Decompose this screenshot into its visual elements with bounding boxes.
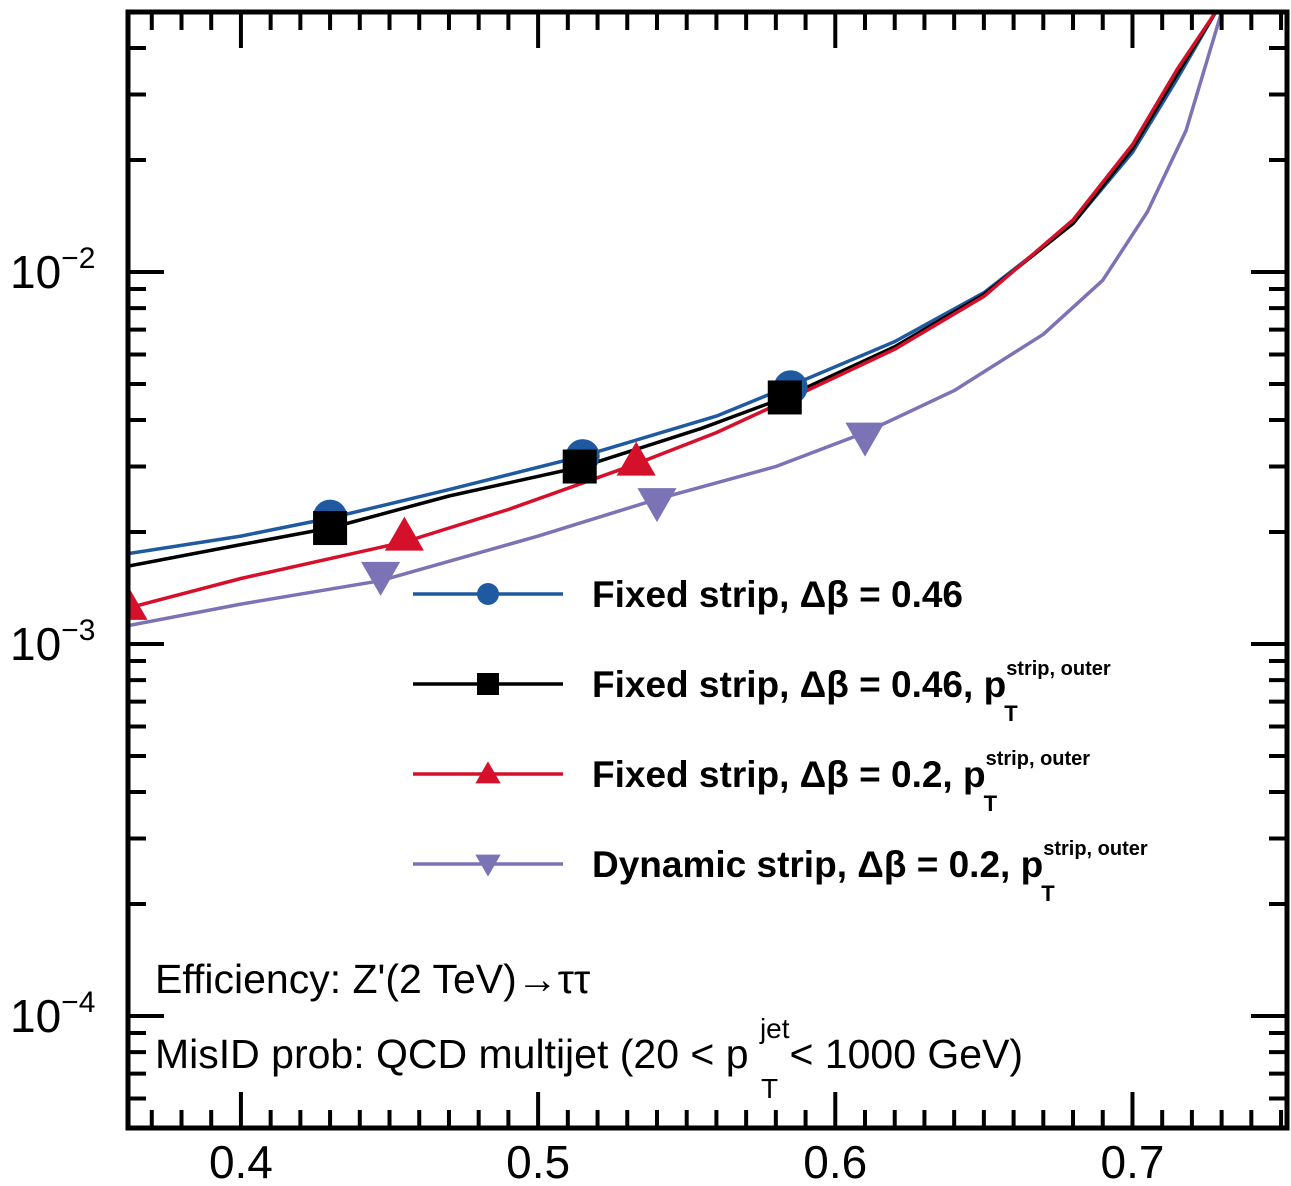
y-tick-label: 10−4 bbox=[10, 986, 95, 1042]
legend-label-main: Fixed strip, Δβ = 0.46, p bbox=[592, 664, 1006, 705]
legend-label-sub: T bbox=[984, 791, 998, 816]
legend-label-sub: T bbox=[1041, 881, 1055, 906]
series-line-1 bbox=[128, 12, 1218, 568]
y-tick-exponent: −4 bbox=[61, 986, 95, 1019]
series-line-2 bbox=[128, 12, 1218, 610]
marker-triangle-down bbox=[361, 561, 401, 596]
y-tick-label: 10−2 bbox=[10, 242, 95, 298]
y-tick-label: 10−3 bbox=[10, 614, 95, 670]
y-tick-exponent: −3 bbox=[61, 614, 95, 647]
marker-triangle-down bbox=[475, 854, 501, 877]
y-tick-exponent: −2 bbox=[61, 242, 95, 275]
marker-triangle-down bbox=[845, 422, 885, 457]
y-tick-mantissa: 10 bbox=[10, 618, 61, 670]
marker-circle bbox=[477, 583, 499, 605]
marker-triangle-up bbox=[616, 441, 656, 476]
legend-label-sup: strip, outer bbox=[1006, 658, 1111, 680]
y-tick-mantissa: 10 bbox=[10, 990, 61, 1042]
marker-square bbox=[562, 449, 597, 484]
legend-label-main: Fixed strip, Δβ = 0.2, p bbox=[592, 754, 986, 795]
legend-label-sup: strip, outer bbox=[986, 748, 1091, 770]
plot-frame bbox=[125, 9, 1290, 1131]
x-tick-label: 0.5 bbox=[506, 1136, 570, 1186]
series-markers bbox=[128, 370, 885, 620]
x-tick-label: 0.7 bbox=[1100, 1136, 1164, 1186]
annotation-misid-suffix: < 1000 GeV) bbox=[789, 1031, 1023, 1077]
legend-label-2: Fixed strip, Δβ = 0.2, pstrip, outer T bbox=[592, 748, 1090, 816]
series-curves bbox=[128, 12, 1224, 628]
marker-square bbox=[313, 511, 348, 546]
annotation-efficiency: Efficiency: Z'(2 TeV)→ττ bbox=[155, 956, 590, 1002]
x-tick-label: 0.6 bbox=[803, 1136, 867, 1186]
marker-triangle-down bbox=[637, 488, 677, 523]
legend-label-main: Fixed strip, Δβ = 0.46 bbox=[592, 574, 963, 615]
marker-triangle-up bbox=[384, 516, 424, 551]
annotation-misid-sub: T bbox=[761, 1073, 778, 1104]
legend-label-3: Dynamic strip, Δβ = 0.2, pstrip, outer T bbox=[592, 838, 1148, 906]
series-line-0 bbox=[128, 12, 1218, 556]
legend-label-1: Fixed strip, Δβ = 0.46, pstrip, outer T bbox=[592, 658, 1111, 726]
legend-label-sup: strip, outer bbox=[1043, 838, 1148, 860]
legend-label-main: Dynamic strip, Δβ = 0.2, p bbox=[592, 844, 1043, 885]
legend-label-sub: T bbox=[1004, 701, 1018, 726]
legend-label-0: Fixed strip, Δβ = 0.46 bbox=[592, 574, 963, 615]
annotation-misid-sup: jet bbox=[759, 1013, 790, 1044]
y-axis: 10−210−310−4 bbox=[10, 10, 1287, 1130]
marker-square bbox=[477, 673, 499, 695]
y-tick-mantissa: 10 bbox=[10, 246, 61, 298]
annotation-misid-prefix: MisID prob: QCD multijet (20 < p bbox=[155, 1031, 749, 1077]
marker-square bbox=[767, 380, 802, 415]
x-axis: 0.4 0.5 0.6 0.7 bbox=[149, 12, 1284, 1186]
annotation-efficiency-text: Efficiency: Z'(2 TeV)→ττ bbox=[155, 956, 590, 1002]
annotation-misid: MisID prob: QCD multijet (20 < p jet T <… bbox=[155, 1001, 1023, 1107]
marker-triangle-up bbox=[128, 585, 148, 620]
marker-triangle-up bbox=[475, 761, 501, 784]
x-tick-label: 0.4 bbox=[209, 1136, 273, 1186]
legend: Fixed strip, Δβ = 0.46 Fixed strip, Δβ = … bbox=[413, 574, 1148, 906]
